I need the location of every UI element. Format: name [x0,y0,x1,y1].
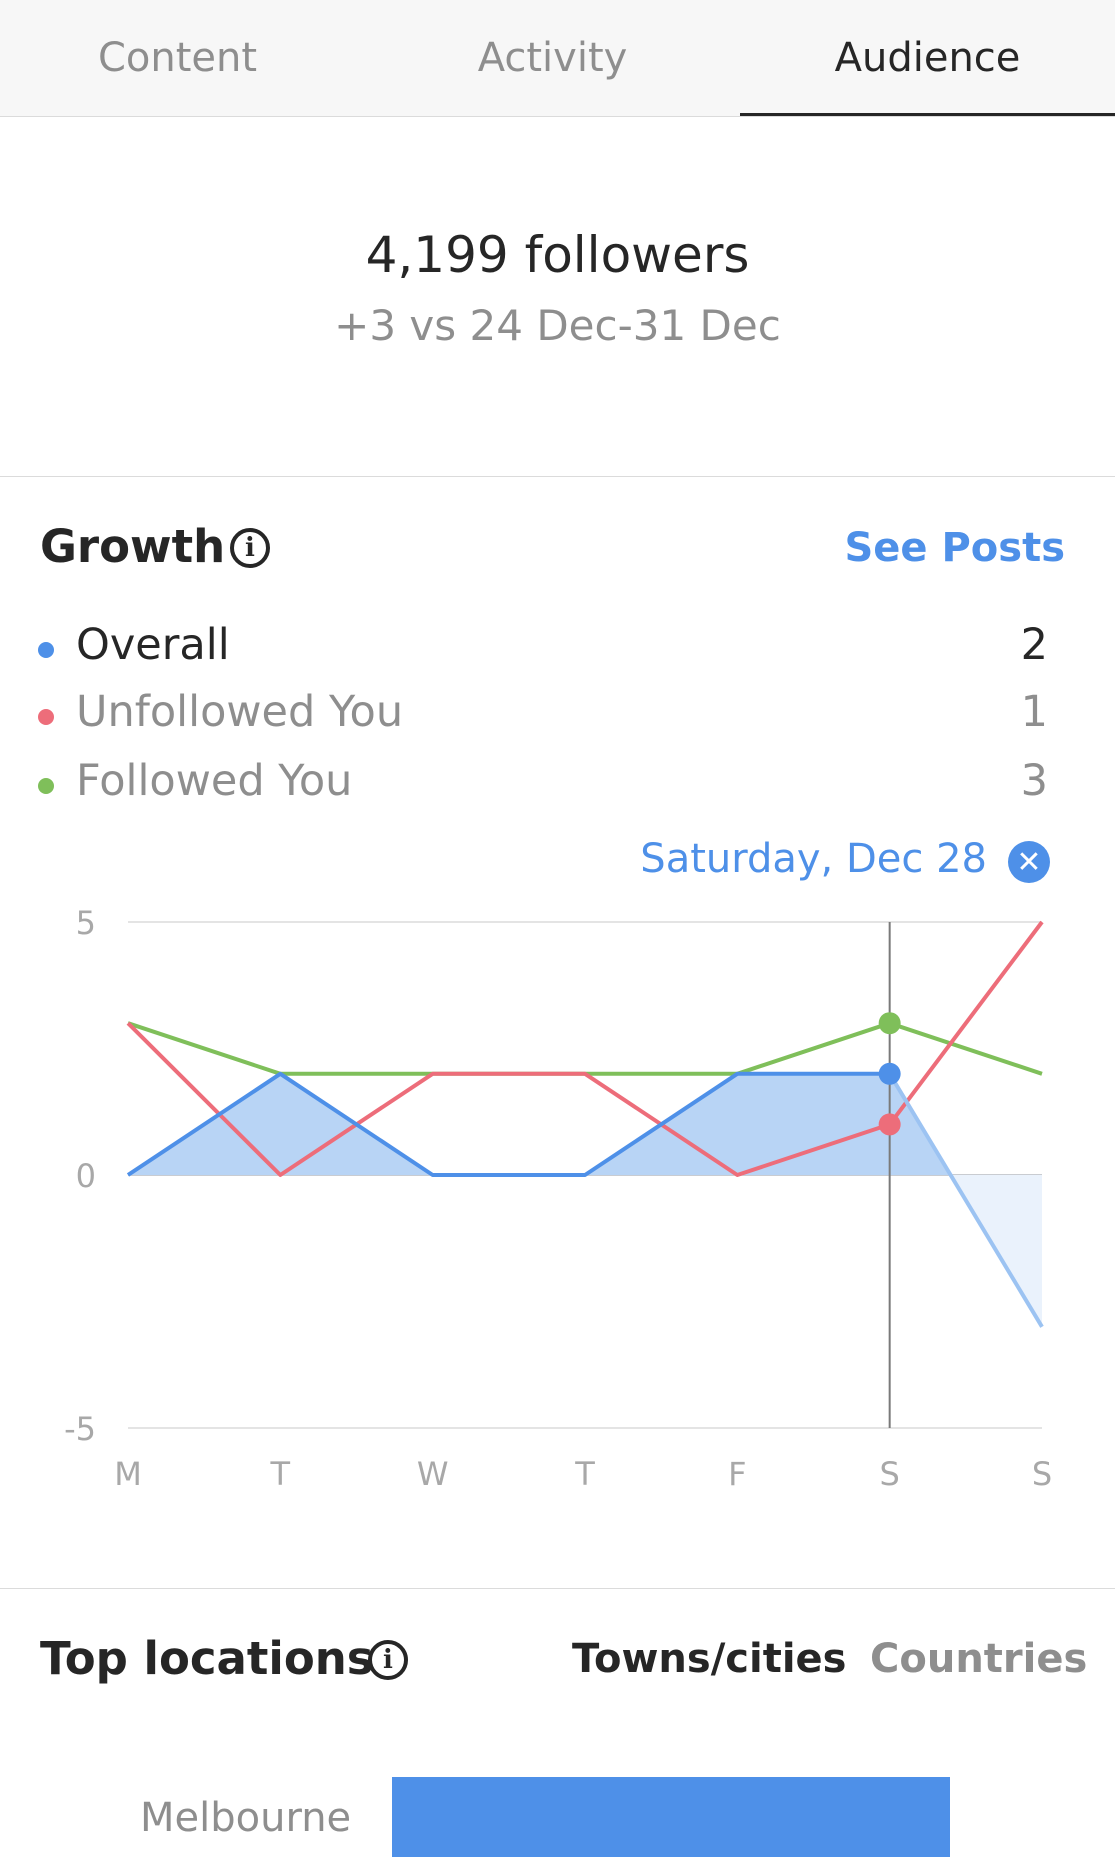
tab-towns-cities[interactable]: Towns/cities [572,1636,847,1682]
x-tick-label: S [1032,1455,1052,1493]
active-tab-indicator [740,113,1115,116]
followers-count: 4,199 followers [365,226,750,284]
followed-point [878,1012,901,1035]
tab-activity[interactable]: Activity [477,35,628,81]
growth-title: Growth [40,520,226,573]
followed-dot-icon [38,778,54,794]
legend-item-followed: Followed You 3 [38,756,1048,812]
info-icon[interactable]: i [368,1640,408,1680]
overall-dot-icon [38,642,54,658]
x-tick-label: M [114,1455,142,1493]
x-tick-label: W [417,1455,449,1493]
x-tick-label: S [880,1455,900,1493]
y-tick-label: 0 [76,1157,96,1195]
followed-line [127,1021,1043,1076]
growth-chart[interactable]: 5 0 -5 M T W T F S S [0,900,1115,1510]
overall-point [878,1062,901,1085]
followers-summary: 4,199 followers +3 vs 24 Dec-31 Dec [0,116,1115,476]
unfollowed-point [878,1113,901,1136]
legend-value: 1 [1020,687,1048,737]
close-icon[interactable]: ✕ [1008,841,1050,883]
legend-value: 2 [1020,620,1048,670]
overall-line [126,1071,890,1177]
tab-countries[interactable]: Countries [870,1636,1088,1682]
unfollowed-dot-icon [38,709,54,725]
legend-value: 3 [1020,756,1048,806]
followers-delta: +3 vs 24 Dec-31 Dec [334,301,781,350]
legend-label: Unfollowed You [76,687,404,737]
see-posts-link[interactable]: See Posts [844,525,1065,571]
y-tick-label: -5 [64,1410,96,1448]
section-divider [0,1588,1115,1589]
legend-label: Followed You [76,756,353,806]
legend-item-unfollowed: Unfollowed You 1 [38,687,1048,743]
tab-bar: Content Activity Audience [0,0,1115,117]
info-icon[interactable]: i [230,528,270,568]
x-tick-label: T [270,1455,291,1493]
section-divider [0,476,1115,477]
location-name: Melbourne [140,1795,352,1841]
overall-area [128,1073,951,1175]
x-tick-label: T [574,1455,595,1493]
tab-audience[interactable]: Audience [834,35,1021,81]
x-tick-label: F [728,1455,746,1493]
y-tick-label: 5 [76,904,96,942]
legend-item-overall: Overall 2 [38,620,1048,676]
location-bar [392,1777,950,1857]
legend-label: Overall [76,620,230,670]
selected-date-label: Saturday, Dec 28 [640,836,987,882]
tab-content[interactable]: Content [97,35,258,81]
overall-line-future [887,1072,1044,1328]
top-locations-title: Top locations [40,1632,374,1685]
